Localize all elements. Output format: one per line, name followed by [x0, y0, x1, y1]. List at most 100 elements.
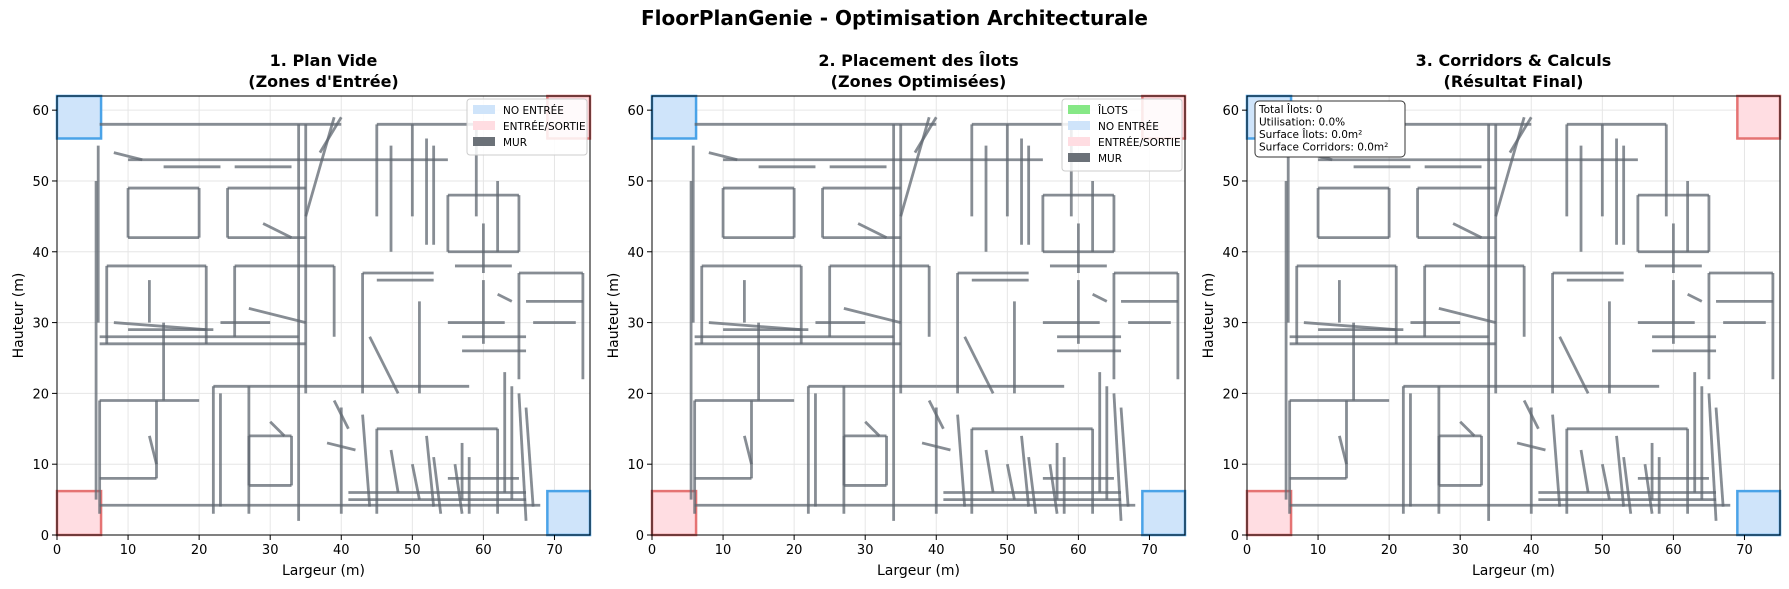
wall-segment: [326, 441, 356, 452]
wall-segment: [332, 399, 350, 430]
x-tick-label: 40: [1523, 543, 1540, 558]
x-tick-label: 30: [857, 543, 874, 558]
x-tick-label: 30: [262, 543, 279, 558]
wall-segment: [524, 407, 535, 507]
panel-title: 2. Placement des Îlots: [818, 51, 1018, 70]
wall-segment: [304, 116, 336, 217]
axes-frame: [56, 95, 591, 536]
wall-segment: [1459, 420, 1476, 437]
legend-swatch: [473, 137, 495, 146]
axes-frame: [651, 95, 1186, 536]
x-tick-label: 70: [1736, 543, 1753, 558]
wall-segment: [496, 293, 513, 303]
panels: 1. Plan Vide (Zones d'Entrée) 0 10 20 30 40 50 6…: [11, 51, 1782, 579]
stats-box-frame: [1254, 100, 1406, 158]
wall-segment: [864, 420, 881, 437]
x-axis-label: Largeur (m): [282, 563, 365, 579]
wall-segment: [1438, 307, 1497, 324]
legend-box: [466, 98, 588, 156]
walls: [94, 116, 585, 521]
wall-segment: [1622, 456, 1633, 514]
x-tick-label: 20: [1381, 543, 1398, 558]
x-tick-label: 10: [715, 543, 732, 558]
y-tick-label: 60: [1222, 104, 1239, 119]
x-tick-label: 40: [333, 543, 350, 558]
x-tick-label: 50: [1594, 543, 1611, 558]
axes-frame: [1246, 95, 1781, 536]
x-axis-label: Largeur (m): [1472, 563, 1555, 579]
legend-label: ÎLOTS: [1097, 104, 1128, 117]
legend-label: NO ENTRÉE: [503, 104, 564, 117]
y-tick-label: 40: [1222, 246, 1239, 261]
wall-segment: [1558, 336, 1590, 395]
wall-segment: [1643, 463, 1654, 514]
legend-swatch: [473, 105, 495, 114]
y-tick-label: 0: [636, 529, 644, 544]
legend-swatch: [1068, 121, 1090, 130]
y-tick-label: 20: [32, 387, 49, 402]
wall-segment: [913, 116, 938, 154]
wall-segment: [453, 463, 464, 514]
y-tick-label: 10: [32, 458, 49, 473]
legend-box: [1061, 98, 1183, 172]
no-entree-zone: [1736, 489, 1782, 537]
wall-segment: [1091, 293, 1108, 303]
wall-segment: [425, 435, 436, 507]
wall-segment: [1714, 407, 1725, 507]
wall-segment: [984, 449, 995, 493]
x-tick-label: 70: [546, 543, 563, 558]
legend-label: NO ENTRÉE: [1098, 120, 1159, 133]
wall-segment: [1579, 449, 1590, 493]
x-tick-label: 20: [191, 543, 208, 558]
wall-segment: [1686, 293, 1703, 303]
legend: ÎLOTS NO ENTRÉE ENTRÉE/SORTIE MUR: [1061, 98, 1183, 172]
no-entree-zone: [546, 489, 592, 537]
y-tick-label: 30: [1222, 317, 1239, 332]
stats-line: Utilisation: 0.0%: [1259, 117, 1345, 129]
no-entree-zone: [1141, 489, 1187, 537]
x-tick-label: 0: [53, 543, 61, 558]
wall-segment: [1027, 456, 1038, 514]
x-tick-label: 0: [648, 543, 656, 558]
wall-segment: [1119, 407, 1130, 507]
wall-segment: [1020, 435, 1031, 507]
x-tick-label: 60: [1665, 543, 1682, 558]
wall-segment: [1522, 399, 1540, 430]
y-tick-label: 10: [1222, 458, 1239, 473]
y-tick-label: 40: [32, 246, 49, 261]
y-tick-label: 50: [627, 175, 644, 190]
stats-line: Surface Corridors: 0.0m²: [1259, 142, 1388, 154]
wall-segment: [262, 222, 293, 239]
legend-label: ENTRÉE/SORTIE: [503, 120, 586, 133]
entree-sortie-zone: [1245, 489, 1293, 537]
legend-label: ENTRÉE/SORTIE: [1098, 136, 1181, 149]
entree-sortie-zone: [55, 489, 103, 537]
x-axis-label: Largeur (m): [877, 563, 960, 579]
wall-segment: [1516, 441, 1546, 452]
entree-sortie-zone: [1736, 94, 1782, 140]
legend: NO ENTRÉE ENTRÉE/SORTIE MUR: [466, 98, 588, 156]
legend-swatch: [1068, 105, 1090, 114]
legend-label: MUR: [503, 137, 527, 149]
wall-segment: [113, 151, 143, 162]
legend-swatch: [1068, 137, 1090, 146]
y-tick-label: 60: [32, 104, 49, 119]
x-tick-label: 40: [928, 543, 945, 558]
wall-segment: [963, 336, 995, 395]
panel-3: 3. Corridors & Calculs (Résultat Final) 0 1…: [1201, 51, 1782, 579]
wall-segment: [368, 336, 400, 395]
x-tick-label: 60: [475, 543, 492, 558]
legend-label: MUR: [1098, 153, 1122, 165]
panel-subtitle: (Zones d'Entrée): [248, 72, 398, 91]
wall-segment: [148, 435, 158, 465]
wall-segment: [899, 116, 931, 217]
stats-line: Surface Îlots: 0.0m²: [1259, 128, 1362, 141]
wall-segment: [927, 399, 945, 430]
y-tick-label: 50: [32, 175, 49, 190]
y-tick-label: 40: [627, 246, 644, 261]
wall-segment: [1452, 222, 1483, 239]
no-entree-zone: [650, 94, 698, 140]
x-tick-label: 50: [999, 543, 1016, 558]
grid: [1246, 96, 1780, 536]
